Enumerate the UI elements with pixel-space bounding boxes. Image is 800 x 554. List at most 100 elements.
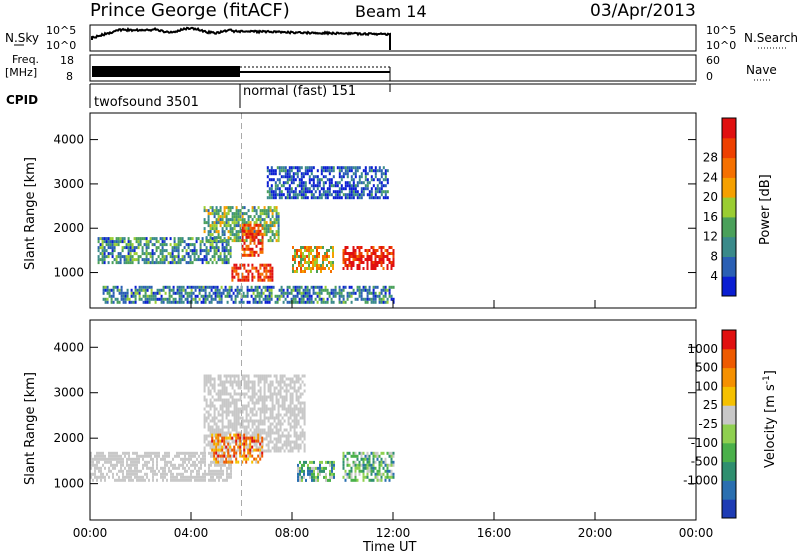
velocity-cell [217,448,220,452]
power-cell [308,267,310,270]
power-cell [135,252,138,256]
power-cell [366,252,369,255]
power-cell [115,261,118,265]
velocity-cell [166,478,168,482]
power-cell [269,272,272,276]
power-cell [159,261,162,265]
power-cell [215,261,218,265]
power-cell [270,187,273,191]
velocity-cell [152,475,154,479]
power-cell [382,172,385,176]
velocity-cell [390,457,393,461]
power-cell [258,297,261,301]
velocity-cell [235,439,238,443]
power-cell [336,184,339,188]
power-cell [235,212,238,216]
velocity-cell [311,478,313,482]
velocity-cell [192,460,194,464]
freq-strip [89,54,697,82]
power-cell [97,249,100,253]
power-cell [251,253,254,257]
velocity-cell [297,478,299,482]
power-cell [223,221,226,225]
velocity-colorbar-segment [722,461,736,481]
velocity-cell [279,422,282,426]
velocity-cell [108,451,110,455]
velocity-cell [162,472,164,476]
power-cell [306,294,309,298]
velocity-cell [214,478,216,482]
power-cell [241,212,244,216]
power-cell [340,178,343,182]
power-colorbar-segment [722,197,736,218]
power-cell [384,172,387,176]
velocity-cell [253,443,256,447]
power-cell [221,243,224,247]
power-cell [267,206,270,210]
power-cell [145,255,148,259]
power-cell [215,252,218,256]
power-cell [127,258,130,262]
velocity-cell [376,478,379,482]
power-cell [346,181,349,185]
velocity-cell [241,454,244,458]
power-cell [179,240,182,244]
velocity-cell [243,451,246,455]
velocity-cell [108,454,110,458]
power-cell [271,275,274,279]
velocity-cell [112,454,114,458]
power-cell [292,181,295,185]
power-cell [358,249,361,252]
power-cell [322,187,325,191]
power-cell [147,261,150,265]
velocity-cell [241,392,244,396]
velocity-cell [249,419,252,423]
velocity-cell [194,460,196,464]
power-cell [185,261,188,265]
velocity-cell [219,443,222,447]
power-cell [233,269,236,273]
power-cell [129,258,132,262]
velocity-xtick-label: 12:00 [376,526,411,540]
velocity-cell [297,443,300,447]
velocity-cell [205,380,208,384]
power-cell [386,249,389,252]
power-cell [376,196,379,200]
velocity-cell [301,401,304,405]
power-cell [217,230,220,234]
power-cell [259,209,262,213]
power-cell [163,243,166,247]
nave-tick-bottom: 0 [706,70,713,83]
power-cell [122,300,125,304]
power-colorbar-tick: 24 [703,170,718,184]
power-cell [247,235,250,239]
power-cell [211,255,214,259]
velocity-cell [190,469,192,473]
power-colorbar-label: Power [dB] [758,174,773,245]
power-cell [155,246,158,250]
velocity-cell [116,457,118,461]
velocity-cell [237,436,240,440]
power-cell [265,209,268,213]
power-cell [245,235,248,239]
velocity-cell [223,454,226,458]
velocity-cell [245,454,248,458]
velocity-cell [245,425,248,429]
power-cell [157,261,160,265]
power-cell [328,181,331,185]
power-cell [306,255,308,258]
power-cell [118,288,121,292]
velocity-cell [152,469,154,473]
velocity-cell [247,457,250,461]
power-cell [310,166,313,170]
velocity-cell [287,377,290,381]
velocity-cell [172,472,174,476]
power-cell [205,221,208,225]
velocity-cell [297,463,299,467]
power-cell [102,291,105,295]
power-cell [109,237,112,241]
velocity-cell [221,428,224,432]
velocity-cell [196,469,198,473]
velocity-cell [205,437,208,441]
velocity-cell [233,428,236,432]
